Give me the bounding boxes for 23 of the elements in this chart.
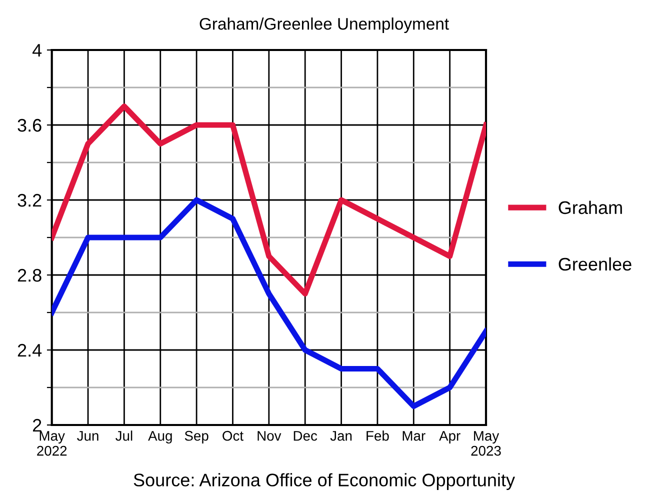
x-tick-label: Jul [116, 430, 132, 441]
x-tick-label: May 2023 [471, 431, 501, 456]
y-tick-label: 3.6 [18, 118, 42, 132]
source-note: Source: Arizona Office of Economic Opportunity [134, 473, 515, 490]
legend-label: Graham [558, 200, 622, 214]
x-tick-label: Jan [330, 431, 352, 441]
x-tick-label: Oct [222, 430, 244, 441]
x-tick-label: Mar [402, 431, 426, 441]
legend-label: Greenlee [558, 257, 632, 271]
y-tick-label: 2 [32, 418, 42, 432]
y-tick-label: 2.4 [18, 344, 42, 357]
x-tick-label: Feb [366, 430, 389, 441]
x-tick-label: Apr [439, 431, 460, 444]
chart-title: Graham/Greenlee Unemployment [200, 18, 449, 34]
x-tick-label: Jun [77, 431, 98, 441]
x-tick-label: Nov [258, 431, 282, 441]
y-tick-label: 2.8 [18, 268, 42, 282]
x-tick-label: Dec [294, 431, 318, 441]
y-tick-label: 3.2 [18, 194, 42, 207]
x-tick-label: Aug [148, 431, 172, 444]
y-tick-label: 4 [32, 44, 42, 57]
x-tick-label: May 2022 [37, 431, 67, 456]
x-tick-label: Sep [184, 430, 208, 444]
